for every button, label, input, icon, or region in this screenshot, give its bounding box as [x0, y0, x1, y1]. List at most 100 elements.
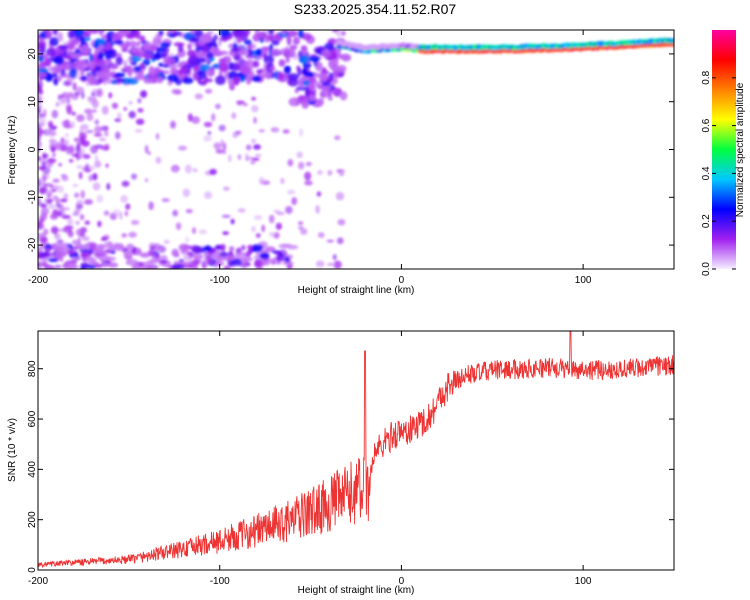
- spectrogram-cell: [62, 73, 67, 78]
- spectrogram-cell: [167, 73, 180, 83]
- spectrogram-cell: [106, 182, 111, 191]
- spectrogram-cell: [94, 119, 100, 125]
- spectrogram-cell: [38, 252, 50, 258]
- spectrogram-cell: [297, 30, 304, 39]
- spectrogram-cell: [337, 218, 346, 226]
- spectrogram-cell: [95, 244, 106, 250]
- spectrogram-cell: [301, 98, 310, 109]
- spectrogram-cell: [118, 31, 127, 36]
- colorbar-tick-label: 0.2: [701, 214, 712, 228]
- spectrogram-cell: [216, 255, 225, 262]
- colorbar-bar: [712, 30, 736, 269]
- spectrogram-cell: [43, 228, 48, 236]
- spectrogram-cell: [236, 36, 242, 44]
- spectrogram-cell: [58, 45, 69, 51]
- spectrogram-cell: [114, 72, 126, 78]
- spectrogram-cell: [304, 86, 310, 96]
- spectrogram-cell: [305, 161, 312, 167]
- spectrogram-cell: [327, 169, 333, 176]
- spectrogram-cell: [334, 135, 341, 141]
- spectrogram-cell: [65, 103, 72, 112]
- spectrogram-cell: [219, 37, 229, 42]
- colorbar-tick-label: 0.8: [701, 70, 712, 84]
- spectrogram-cell: [203, 135, 212, 142]
- spectrogram-heatmap: [38, 30, 674, 269]
- spectrogram-cell: [170, 68, 178, 75]
- spectrogram-cell: [75, 228, 85, 236]
- spectrogram-cell: [318, 72, 327, 82]
- spectrogram-cell: [336, 169, 345, 173]
- spectrogram-cell: [45, 72, 53, 82]
- spectrogram-cell: [241, 66, 252, 75]
- spectrogram-cell: [316, 191, 322, 197]
- spectrogram-cell: [287, 73, 300, 81]
- spectrogram-cell: [280, 48, 287, 54]
- spectrogram-cell: [123, 106, 128, 111]
- spectrogram-cell: [80, 123, 89, 131]
- spectrogram-cell: [99, 137, 107, 142]
- spectrogram-cell: [315, 48, 323, 54]
- spectrogram-cell: [273, 127, 280, 133]
- spectrogram-cell: [154, 246, 160, 253]
- spectrogram-cell: [227, 254, 235, 261]
- spectrogram-cell: [253, 116, 257, 124]
- spectrogram-cell: [161, 198, 170, 203]
- spectrogram-cell: [45, 265, 56, 269]
- spectrogram-cell: [296, 151, 303, 159]
- spectrogram-cell: [128, 101, 133, 105]
- spectrogram-cell: [140, 90, 148, 98]
- spectrogram-cell: [302, 67, 307, 75]
- spectrogram-cell: [130, 220, 140, 226]
- spectrogram-y-label: Frequency (Hz): [7, 116, 18, 185]
- spectrogram-cell: [85, 129, 94, 134]
- spectrogram-cell: [123, 250, 133, 259]
- spectrogram-cell: [105, 54, 112, 60]
- spectrogram-cell: [38, 72, 47, 78]
- spectrogram-cell: [65, 72, 71, 79]
- spectrogram-cell: [159, 42, 171, 48]
- spectrogram-cell: [187, 43, 192, 50]
- spectrogram-cell: [237, 252, 247, 256]
- spectrogram-cell: [183, 254, 193, 261]
- spectrogram-cell: [47, 120, 54, 128]
- spectrogram-cell: [243, 39, 252, 45]
- spectrogram-cell: [251, 105, 259, 113]
- spectrogram-cell: [123, 65, 131, 72]
- spectrogram-cell: [39, 236, 48, 243]
- snr-y-ticks: 0 200 400 600 800: [27, 360, 674, 573]
- spectrogram-cell: [83, 199, 93, 205]
- spectrogram-cell: [38, 115, 41, 121]
- spectrogram-cell: [124, 210, 129, 217]
- spectrogram-cell: [209, 168, 217, 175]
- spectrogram-cell: [321, 49, 332, 58]
- spectrogram-cell: [80, 190, 85, 199]
- spectrogram-cell: [203, 121, 213, 128]
- spectrogram-cell: [244, 60, 249, 67]
- spectrogram-cell: [338, 172, 345, 176]
- spectrogram-cell: [163, 239, 170, 244]
- snr-x-label: Height of straight line (km): [298, 585, 415, 596]
- spectrogram-cell: [63, 119, 71, 128]
- spectrogram-cell: [152, 37, 161, 46]
- x-tick-label: -100: [210, 275, 230, 286]
- spectrogram-cell: [321, 85, 331, 91]
- spectrogram-cell: [671, 43, 674, 46]
- spectrogram-cell: [282, 261, 295, 265]
- spectrogram-cell: [237, 49, 249, 56]
- spectrogram-cell: [250, 138, 257, 144]
- spectrogram-cell: [155, 156, 162, 164]
- spectrogram-cell: [79, 214, 85, 221]
- spectrogram-cell: [158, 30, 164, 36]
- spectrogram-cell: [38, 84, 43, 93]
- spectrogram-cell: [232, 254, 244, 261]
- spectrogram-cell: [38, 180, 46, 185]
- y-tick-label: 200: [27, 511, 38, 528]
- spectrogram-cell: [41, 207, 45, 216]
- spectrogram-cell: [80, 244, 86, 251]
- spectrogram-cell: [332, 30, 339, 33]
- spectrogram-cell: [278, 243, 290, 249]
- spectrogram-cell: [81, 235, 90, 242]
- spectrogram-cell: [204, 250, 209, 258]
- spectrogram-cell: [235, 130, 242, 135]
- spectrogram-cell: [96, 194, 104, 203]
